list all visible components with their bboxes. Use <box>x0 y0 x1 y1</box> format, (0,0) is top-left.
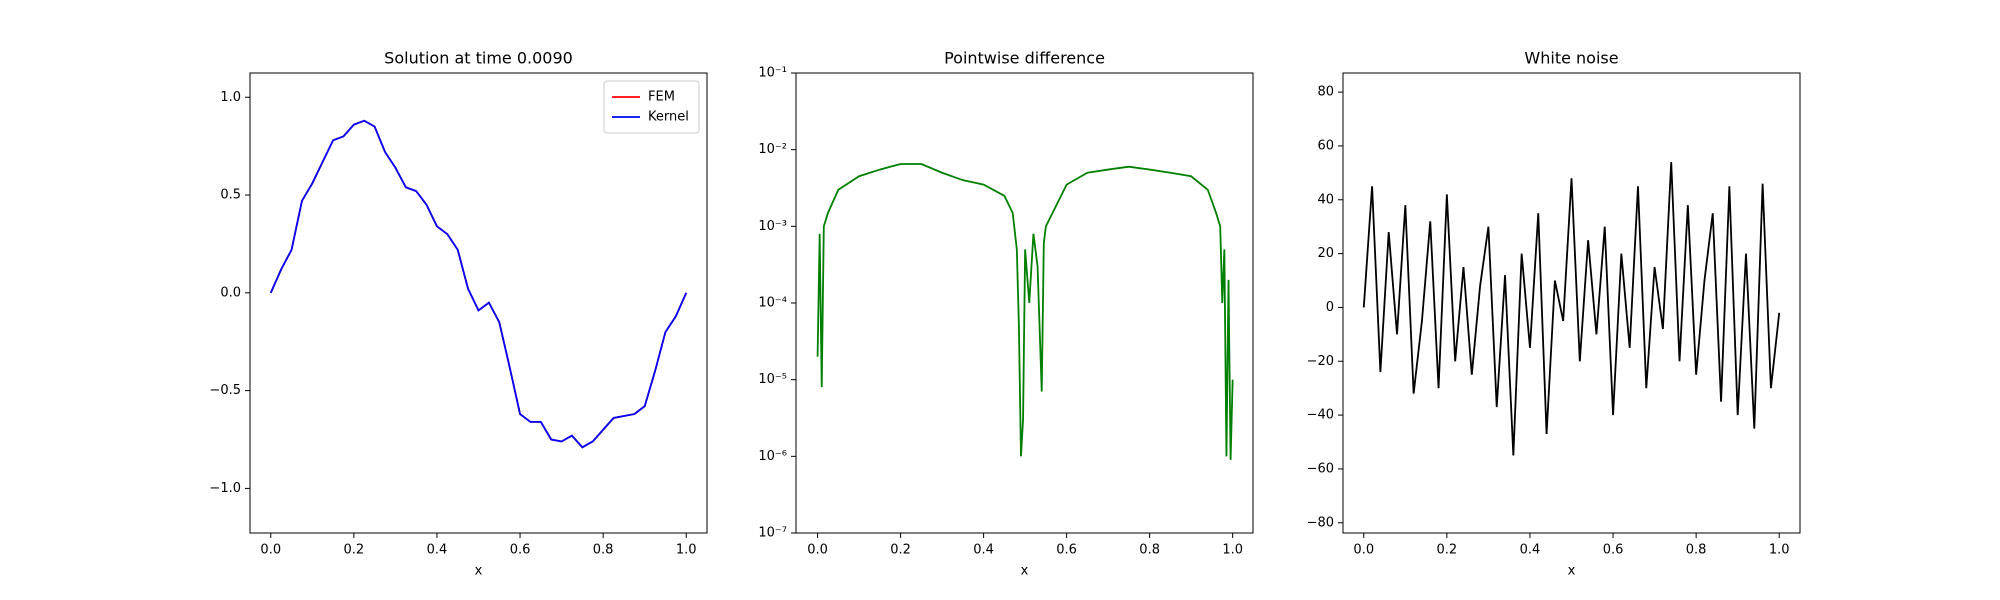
x-tick-label: 0.8 <box>593 543 614 558</box>
legend-box <box>603 80 700 134</box>
y-tick-label: 10⁻⁷ <box>758 526 787 541</box>
y-tick-label: 10⁻² <box>758 142 787 157</box>
x-tick-label: 0.2 <box>344 543 365 558</box>
x-tick-label: 1.0 <box>1769 543 1790 558</box>
x-tick-label: 0.6 <box>510 543 531 558</box>
y-tick-label: −40 <box>1307 408 1334 423</box>
legend-label: FEM <box>648 90 675 105</box>
legend: FEM Kernel <box>603 80 700 134</box>
y-tick-label: 0.5 <box>220 188 241 203</box>
y-tick-label: 20 <box>1317 246 1334 261</box>
subplot: Pointwise difference x 0.0 0.2 0.4 0.6 0.8 1.0 1… <box>758 49 1254 579</box>
y-tick-label: −60 <box>1307 461 1334 476</box>
x-tick-label: 0.0 <box>260 543 281 558</box>
y-tick-label: 0 <box>1326 300 1334 315</box>
data-line <box>269 119 688 449</box>
x-axis-label: x <box>475 564 483 579</box>
y-tick-label: −80 <box>1307 515 1334 530</box>
x-tick-label: 1.0 <box>1222 543 1243 558</box>
x-tick-label: 0.8 <box>1139 543 1160 558</box>
axes-frame <box>249 72 708 534</box>
axes-frame <box>1342 72 1801 534</box>
data-line <box>269 119 688 449</box>
y-tick-label: 10⁻¹ <box>758 66 787 81</box>
x-tick-label: 0.6 <box>1603 543 1624 558</box>
y-tick-label: −20 <box>1307 354 1334 369</box>
x-tick-label: 0.2 <box>890 543 911 558</box>
x-tick-label: 0.0 <box>1353 543 1374 558</box>
y-tick-label: 10⁻³ <box>758 219 787 234</box>
y-tick-label: 0.0 <box>220 285 241 300</box>
axes-frame <box>795 72 1254 534</box>
y-tick-label: 10⁻⁵ <box>758 372 787 387</box>
y-tick-label: 10⁻⁴ <box>758 296 787 311</box>
y-tick-label: −1.0 <box>209 481 241 496</box>
x-tick-label: 0.4 <box>1520 543 1541 558</box>
subplot: White noise x 0.0 0.2 0.4 0.6 0.8 1.0 −80 −60 −40 −… <box>1307 49 1801 579</box>
y-tick-label: −0.5 <box>209 383 241 398</box>
y-tick-label: 60 <box>1317 138 1334 153</box>
subplot: Solution at time 0.0090 x 0.0 0.2 0.4 0.6 0.8 1… <box>209 49 708 579</box>
chart-title: White noise <box>1524 49 1618 68</box>
x-tick-label: 0.4 <box>973 543 994 558</box>
chart-title: Pointwise difference <box>944 49 1105 68</box>
y-tick-label: 40 <box>1317 192 1334 207</box>
chart-title: Solution at time 0.0090 <box>384 49 573 68</box>
y-tick-label: 80 <box>1317 85 1334 100</box>
x-tick-label: 1.0 <box>676 543 697 558</box>
x-tick-label: 0.2 <box>1437 543 1458 558</box>
x-axis-label: x <box>1021 564 1029 579</box>
y-tick-label: 1.0 <box>220 90 241 105</box>
y-tick-label: 10⁻⁶ <box>758 449 787 464</box>
x-axis-label: x <box>1568 564 1576 579</box>
data-line <box>1362 162 1781 456</box>
x-tick-label: 0.0 <box>807 543 828 558</box>
x-tick-label: 0.8 <box>1686 543 1707 558</box>
data-line <box>816 163 1234 460</box>
legend-label: Kernel <box>648 110 689 125</box>
x-tick-label: 0.4 <box>427 543 448 558</box>
x-tick-label: 0.6 <box>1056 543 1077 558</box>
